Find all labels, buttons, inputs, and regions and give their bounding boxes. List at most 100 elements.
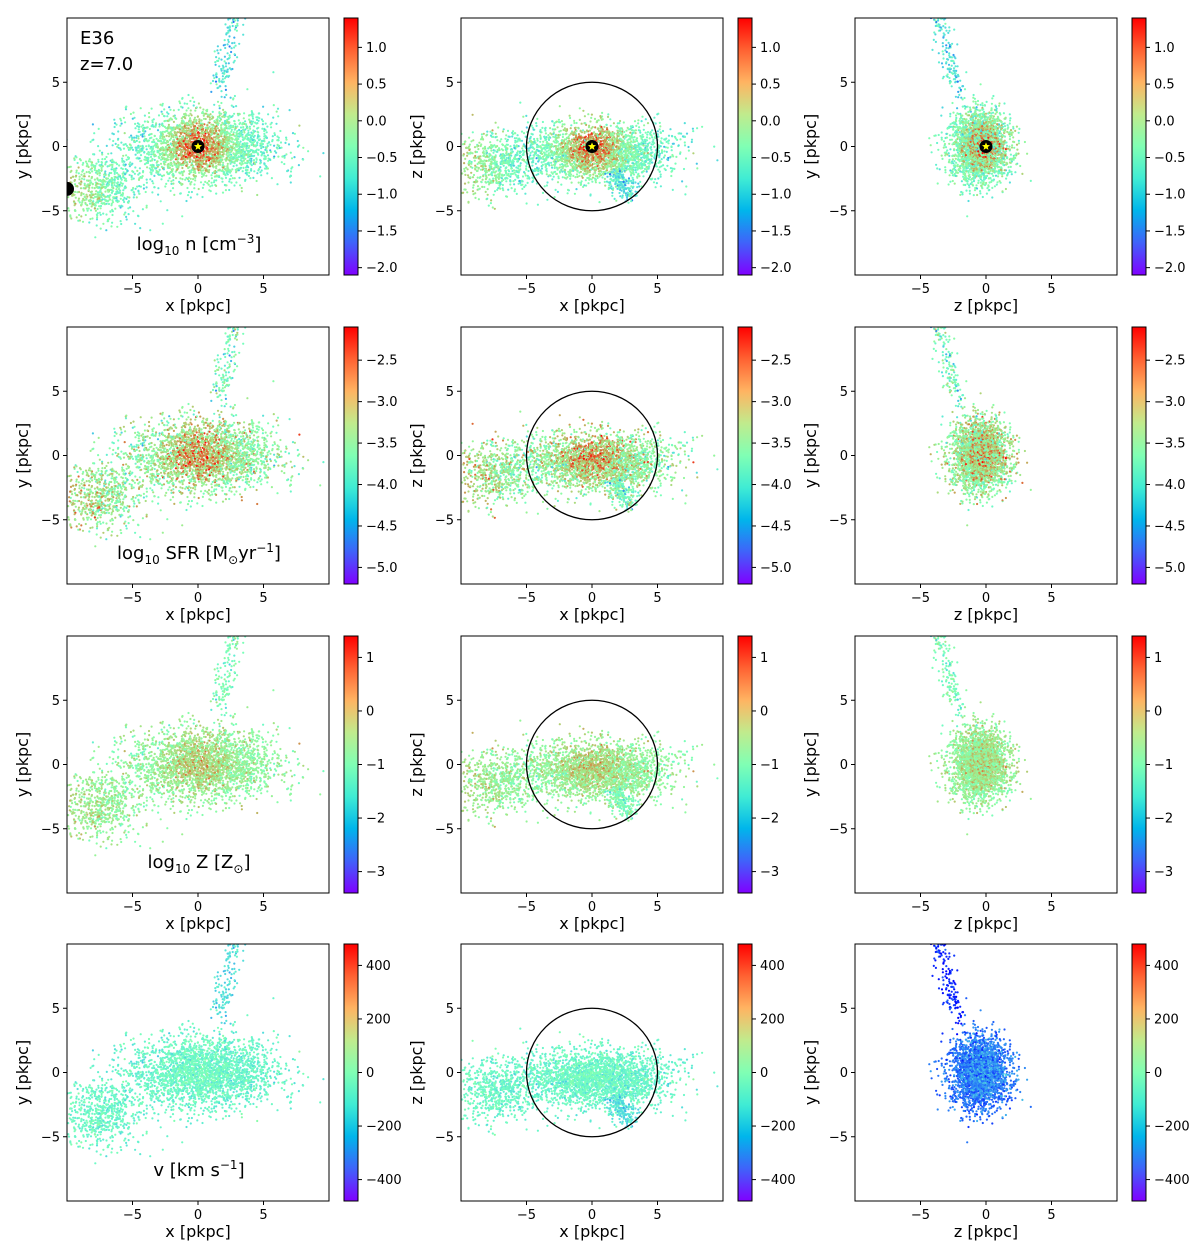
data-point bbox=[240, 186, 243, 190]
data-point bbox=[204, 162, 207, 165]
data-point bbox=[185, 139, 188, 143]
data-point bbox=[96, 185, 99, 188]
data-point bbox=[211, 150, 215, 154]
data-point bbox=[125, 105, 128, 108]
data-point bbox=[186, 146, 189, 149]
data-point bbox=[189, 144, 192, 147]
data-point bbox=[237, 169, 240, 172]
data-point bbox=[685, 132, 689, 135]
data-point bbox=[211, 171, 214, 175]
data-point bbox=[683, 141, 686, 144]
data-point bbox=[189, 183, 192, 186]
data-point bbox=[690, 140, 693, 144]
y-tick-label: −5 bbox=[41, 204, 60, 219]
data-point bbox=[138, 140, 141, 144]
data-point bbox=[180, 105, 183, 108]
data-point bbox=[99, 213, 102, 216]
data-point bbox=[218, 57, 221, 60]
data-point bbox=[593, 117, 597, 120]
data-point bbox=[82, 208, 85, 211]
data-point bbox=[197, 102, 200, 105]
data-point bbox=[189, 125, 192, 128]
data-point bbox=[85, 179, 89, 182]
data-point bbox=[208, 118, 211, 121]
data-point bbox=[229, 10, 231, 12]
data-point bbox=[84, 201, 87, 205]
data-point bbox=[175, 169, 178, 172]
data-point bbox=[97, 201, 100, 204]
data-point bbox=[194, 138, 197, 141]
data-point bbox=[118, 185, 121, 188]
data-point bbox=[202, 150, 205, 153]
data-point bbox=[95, 162, 98, 165]
data-point bbox=[632, 138, 635, 142]
data-point bbox=[236, 125, 239, 128]
data-point bbox=[116, 190, 119, 193]
data-point bbox=[179, 132, 182, 135]
data-point bbox=[628, 128, 632, 131]
data-point bbox=[654, 122, 657, 125]
data-point bbox=[58, 190, 60, 192]
data-point bbox=[83, 199, 86, 202]
data-point bbox=[118, 191, 121, 194]
data-point bbox=[93, 207, 96, 210]
x-tick-label: 0 bbox=[194, 282, 202, 297]
data-point bbox=[187, 114, 190, 117]
data-point bbox=[195, 155, 198, 159]
data-point bbox=[154, 154, 157, 157]
data-point bbox=[131, 138, 134, 141]
data-point bbox=[96, 182, 99, 185]
data-point bbox=[93, 132, 96, 135]
data-point bbox=[585, 123, 588, 126]
data-point bbox=[573, 119, 576, 122]
data-point bbox=[579, 161, 582, 164]
data-point bbox=[638, 175, 641, 178]
data-point bbox=[185, 164, 188, 167]
data-point bbox=[80, 191, 83, 194]
data-point bbox=[540, 167, 544, 170]
data-point bbox=[221, 64, 224, 67]
data-point bbox=[223, 146, 226, 149]
data-point bbox=[213, 76, 216, 80]
data-point bbox=[266, 154, 270, 157]
data-point bbox=[158, 168, 161, 171]
data-point bbox=[194, 159, 198, 162]
data-point bbox=[210, 155, 213, 158]
data-point bbox=[674, 137, 677, 140]
data-point bbox=[247, 155, 250, 159]
data-point bbox=[254, 121, 257, 124]
data-point bbox=[111, 144, 114, 147]
data-point bbox=[193, 118, 196, 121]
data-point bbox=[138, 130, 141, 133]
data-point bbox=[230, 128, 233, 131]
data-point bbox=[104, 195, 107, 198]
data-point bbox=[211, 79, 215, 83]
data-point bbox=[221, 115, 224, 118]
data-point bbox=[225, 124, 228, 128]
data-point bbox=[183, 125, 186, 128]
data-point bbox=[108, 138, 111, 141]
data-point bbox=[228, 45, 231, 48]
data-point bbox=[180, 148, 183, 151]
data-point bbox=[191, 96, 194, 99]
data-point bbox=[223, 55, 226, 58]
data-point bbox=[139, 133, 142, 136]
data-point bbox=[139, 154, 143, 157]
data-point bbox=[239, 121, 242, 124]
data-point bbox=[60, 172, 62, 174]
data-point bbox=[178, 171, 181, 174]
data-point bbox=[224, 122, 228, 125]
data-point bbox=[64, 201, 66, 203]
data-point bbox=[227, 158, 230, 161]
data-point bbox=[152, 138, 155, 141]
data-point bbox=[94, 209, 97, 212]
data-point bbox=[161, 133, 164, 136]
data-point bbox=[243, 131, 246, 134]
data-point bbox=[89, 179, 92, 182]
data-point bbox=[122, 198, 125, 201]
data-point bbox=[630, 174, 633, 177]
data-point bbox=[137, 135, 140, 138]
data-point bbox=[101, 158, 104, 161]
data-point bbox=[276, 107, 280, 110]
data-point bbox=[100, 163, 103, 166]
